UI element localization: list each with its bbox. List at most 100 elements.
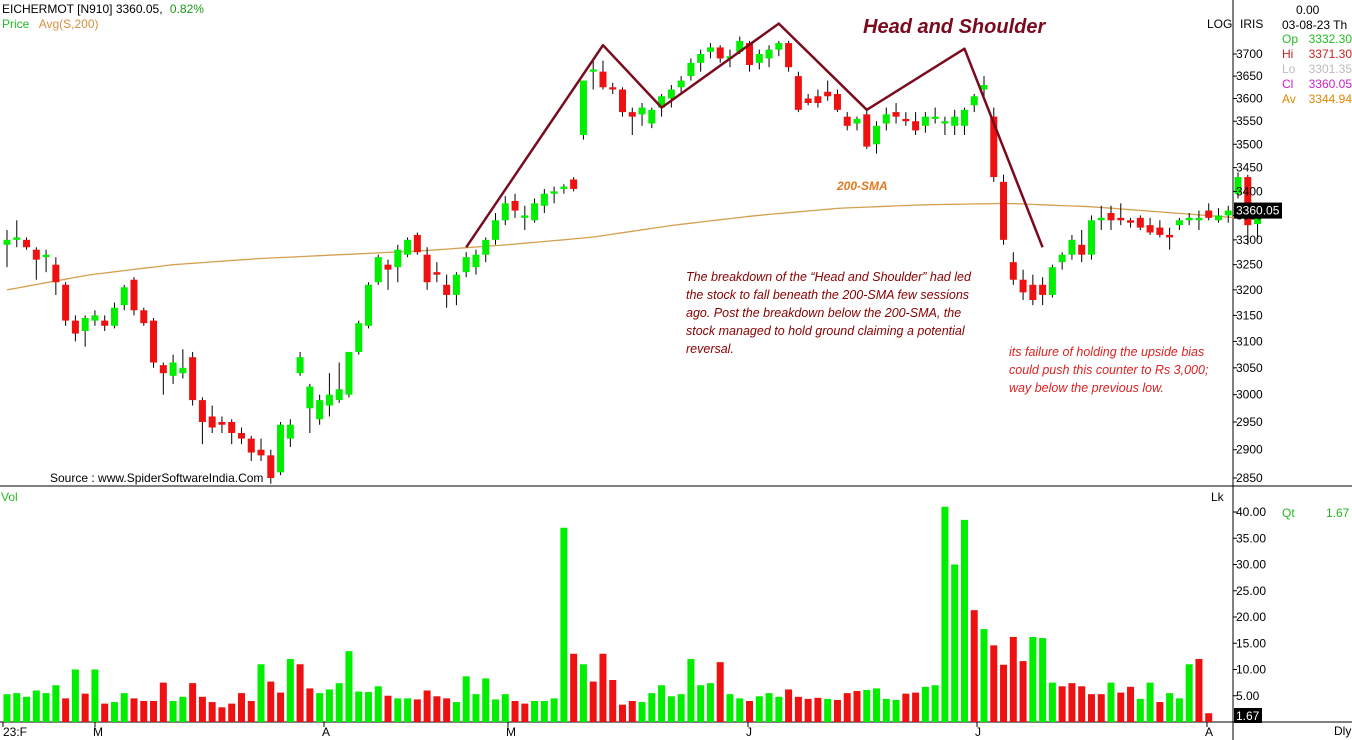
volume-bar — [980, 629, 988, 722]
volume-bar — [1107, 682, 1115, 722]
candle — [286, 419, 294, 447]
volume-bar — [814, 697, 822, 722]
volume-bar — [1117, 692, 1125, 722]
ohlc-label: Op — [1282, 32, 1299, 46]
candle — [42, 249, 50, 273]
volume-bar — [316, 693, 324, 722]
ohlc-date: 03-08-23 Th — [1282, 18, 1348, 32]
volume-bar — [726, 694, 734, 722]
volume-bar — [189, 683, 197, 722]
last-price-tag-label: 3360.05 — [1236, 204, 1280, 218]
candle — [1039, 277, 1047, 306]
ohlc-label: Av — [1282, 92, 1296, 106]
candle — [198, 397, 206, 445]
candle — [189, 351, 197, 406]
candle — [1087, 215, 1095, 260]
candle — [316, 394, 324, 425]
date-tick-label: M — [506, 725, 516, 739]
ohlc-value: 3344.94 — [1308, 92, 1352, 106]
candle — [599, 60, 607, 90]
volume-bar — [355, 691, 363, 722]
volume-bar — [912, 692, 920, 722]
volume-bar — [892, 699, 900, 722]
candle — [667, 85, 675, 108]
candle — [1136, 215, 1144, 231]
volume-bar — [511, 701, 519, 722]
candle — [384, 259, 392, 290]
volume-bar — [277, 692, 285, 722]
volume-bar — [492, 699, 499, 722]
symbol-header: EICHERMOT [N910] 3360.05, 0.82% — [2, 2, 204, 16]
volume-tick-label: 35.00 — [1236, 531, 1266, 545]
candle — [257, 438, 265, 461]
candle — [228, 419, 236, 445]
candle — [785, 40, 793, 72]
candle — [521, 205, 529, 231]
candle — [1214, 208, 1222, 223]
volume-bar — [404, 698, 412, 722]
candle — [345, 351, 353, 398]
volume-tick-label: 10.00 — [1236, 663, 1266, 677]
volume-bar — [540, 701, 548, 722]
ohlc-label: Lo — [1282, 62, 1296, 76]
price-tick-label: 3500 — [1236, 137, 1263, 151]
candle — [71, 315, 79, 342]
candle — [843, 112, 851, 131]
candle — [81, 315, 89, 347]
pattern-line — [465, 22, 1044, 249]
volume-bar — [472, 694, 480, 722]
date-tick-label: M — [93, 725, 103, 739]
candle — [873, 121, 881, 154]
candle — [1175, 217, 1183, 231]
volume-bar — [990, 645, 998, 722]
qt-value: 1.67 — [1326, 506, 1350, 520]
volume-bar — [648, 693, 656, 722]
candle — [833, 89, 841, 113]
volume-bar — [3, 694, 11, 722]
candle — [296, 351, 304, 376]
candle — [560, 184, 568, 194]
volume-bar — [1029, 636, 1037, 722]
volume-bar — [1048, 682, 1056, 722]
candle — [218, 416, 226, 434]
date-tick-label: A — [1205, 725, 1213, 739]
ohlc-value: 3360.05 — [1308, 77, 1352, 91]
candle — [1234, 172, 1242, 199]
volume-bar — [1205, 713, 1213, 722]
volume-bar — [110, 702, 118, 722]
volume-bar — [23, 696, 31, 722]
candle — [550, 186, 558, 204]
volume-axis: 5.00 10.00 15.00 20.00 25.00 30.00 35.00 40.00 1… — [1233, 505, 1266, 723]
volume-bar — [873, 688, 881, 722]
candle — [169, 354, 177, 384]
volume-bar — [1175, 698, 1183, 722]
volume-bar — [658, 685, 666, 722]
volume-bar — [579, 664, 587, 722]
candle — [159, 362, 167, 395]
candle — [179, 349, 187, 379]
volume-bar — [120, 693, 128, 722]
volume-bar — [755, 696, 763, 722]
volume-unit: Lk — [1211, 490, 1224, 504]
volume-bar — [785, 689, 793, 722]
candle — [1224, 205, 1232, 223]
candle — [1000, 174, 1008, 245]
candle — [3, 230, 11, 268]
last-price-tag — [1234, 202, 1282, 219]
change-percent: 0.82% — [169, 2, 204, 16]
volume-bar — [706, 683, 714, 722]
iris-label[interactable]: IRIS — [1240, 17, 1264, 31]
candle — [863, 109, 871, 149]
candle — [374, 254, 382, 285]
volume-bar — [1039, 638, 1047, 722]
log-scale-label[interactable]: LOG — [1207, 17, 1233, 31]
volume-bar — [960, 519, 968, 722]
candle — [1205, 203, 1213, 221]
volume-bar — [286, 659, 294, 722]
candle — [247, 435, 255, 461]
volume-bar — [1185, 664, 1193, 722]
volume-bar — [1166, 693, 1174, 722]
price-tick-label: 3050 — [1236, 361, 1263, 375]
candle — [511, 193, 519, 218]
